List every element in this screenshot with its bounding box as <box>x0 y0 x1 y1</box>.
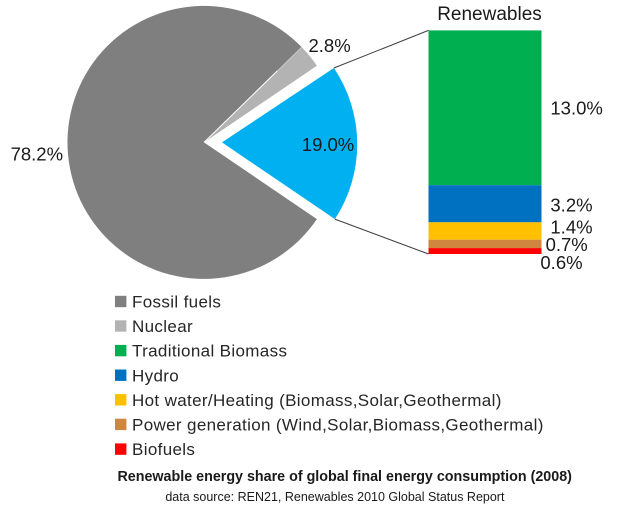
svg-text:0.6%: 0.6% <box>540 252 582 273</box>
svg-text:2.8%: 2.8% <box>309 35 351 56</box>
svg-text:3.2%: 3.2% <box>550 195 592 216</box>
svg-text:19.0%: 19.0% <box>302 134 354 155</box>
svg-text:1.4%: 1.4% <box>550 217 592 238</box>
svg-text:78.2%: 78.2% <box>11 144 63 165</box>
svg-text:Biofuels: Biofuels <box>132 440 195 459</box>
svg-text:Nuclear: Nuclear <box>132 317 193 336</box>
svg-text:Hydro: Hydro <box>132 366 179 385</box>
svg-text:Power generation (Wind,Solar,B: Power generation (Wind,Solar,Biomass,Geo… <box>132 416 544 435</box>
svg-text:0.7%: 0.7% <box>546 234 588 255</box>
svg-text:Hot water/Heating (Biomass,Sol: Hot water/Heating (Biomass,Solar,Geother… <box>132 391 502 410</box>
svg-text:data source: REN21, Renewables: data source: REN21, Renewables 2010 Glob… <box>165 490 505 504</box>
svg-text:Renewable energy share of glob: Renewable energy share of global final e… <box>117 469 572 485</box>
svg-text:13.0%: 13.0% <box>550 98 602 119</box>
svg-text:Renewables: Renewables <box>437 4 542 25</box>
svg-text:Traditional Biomass: Traditional Biomass <box>132 342 287 361</box>
svg-text:Fossil fuels: Fossil fuels <box>132 293 221 312</box>
